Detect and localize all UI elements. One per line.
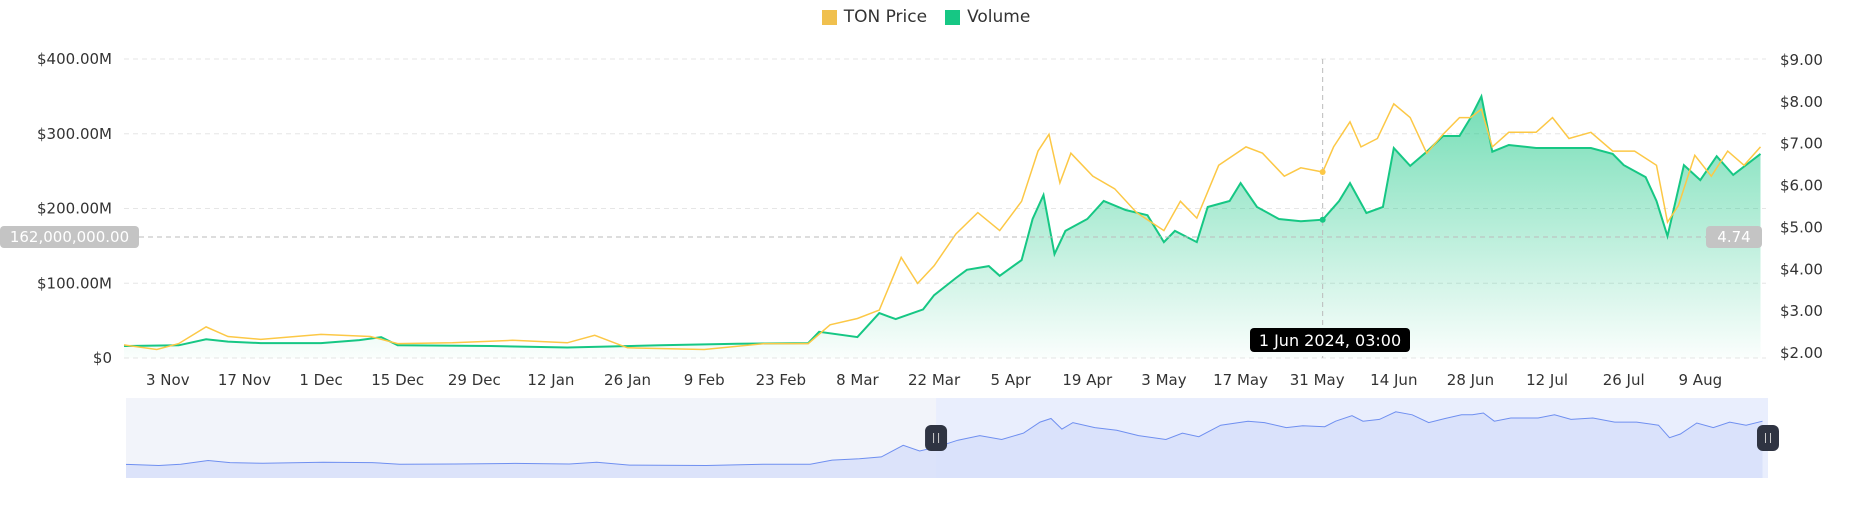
left-axis-tick-label: $200.00M xyxy=(37,200,112,218)
legend: TON Price Volume xyxy=(0,7,1852,27)
x-axis-tick-label: 1 Dec xyxy=(299,371,342,389)
left-axis-tick-label: $400.00M xyxy=(37,50,112,68)
x-axis-tick-label: 3 Nov xyxy=(146,371,190,389)
crosshair-date-label: 1 Jun 2024, 03:00 xyxy=(1250,328,1410,352)
volume-area xyxy=(124,96,1761,359)
x-axis-tick-label: 12 Jan xyxy=(527,371,574,389)
x-axis-tick-label: 22 Mar xyxy=(908,371,961,389)
crosshair-volume-label: 162,000,000.00 xyxy=(0,226,139,248)
x-axis-tick-label: 14 Jun xyxy=(1370,371,1417,389)
x-axis-tick-label: 3 May xyxy=(1141,371,1186,389)
x-axis-tick-label: 17 May xyxy=(1213,371,1268,389)
left-axis: $0 $100.00M $200.00M $300.00M $400.00M xyxy=(37,50,112,367)
legend-item-volume[interactable]: Volume xyxy=(945,7,1030,27)
series-layer xyxy=(123,93,1762,359)
left-axis-tick-label: $0 xyxy=(93,349,112,367)
x-axis-tick-label: 28 Jun xyxy=(1447,371,1494,389)
right-axis-tick-label: $4.00 xyxy=(1780,260,1823,278)
x-axis-tick-label: 19 Apr xyxy=(1062,371,1113,389)
volume-hover-point xyxy=(1319,216,1326,223)
right-axis-tick-label: $6.00 xyxy=(1780,177,1823,195)
right-axis: $2.00 $3.00 $4.00 $5.00 $6.00 $7.00 $8.00 $9.00 xyxy=(1780,51,1823,362)
right-axis-tick-label: $2.00 xyxy=(1780,344,1823,362)
left-axis-tick-label: $100.00M xyxy=(37,274,112,292)
navigator[interactable] xyxy=(125,398,1779,478)
right-axis-tick-label: $5.00 xyxy=(1780,218,1823,236)
ton-price-swatch-icon xyxy=(821,9,837,25)
ton-price-line xyxy=(123,102,1762,351)
navigator-left-handle[interactable] xyxy=(925,425,948,451)
x-axis-tick-label: 26 Jan xyxy=(604,371,651,389)
right-axis-tick-label: $3.00 xyxy=(1780,302,1823,320)
x-axis-tick-label: 31 May xyxy=(1290,371,1345,389)
right-axis-tick-label: $7.00 xyxy=(1780,135,1823,153)
legend-label: TON Price xyxy=(843,7,928,27)
volume-swatch-icon xyxy=(945,9,961,25)
crosshair xyxy=(139,59,1706,358)
x-axis-tick-label: 23 Feb xyxy=(756,371,806,389)
x-axis-tick-label: 9 Aug xyxy=(1679,371,1723,389)
price-hover-point xyxy=(1319,169,1326,176)
x-axis-tick-label: 29 Dec xyxy=(448,371,501,389)
x-axis-tick-label: 12 Jul xyxy=(1526,371,1568,389)
legend-label: Volume xyxy=(967,7,1031,27)
navigator-line xyxy=(125,411,1763,467)
x-axis-tick-label: 5 Apr xyxy=(991,371,1032,389)
x-axis-tick-label: 26 Jul xyxy=(1603,371,1645,389)
legend-item-ton-price[interactable]: TON Price xyxy=(821,7,928,27)
x-axis: 3 Nov 17 Nov 1 Dec 15 Dec 29 Dec 12 Jan 26 Jan… xyxy=(146,371,1722,389)
right-axis-tick-label: $8.00 xyxy=(1780,93,1823,111)
x-axis-tick-label: 9 Feb xyxy=(684,371,725,389)
right-axis-tick-label: $9.00 xyxy=(1780,51,1823,69)
navigator-right-handle[interactable] xyxy=(1757,425,1779,451)
crosshair-price-label: 4.74 xyxy=(1706,226,1762,248)
x-axis-tick-label: 8 Mar xyxy=(836,371,879,389)
left-axis-tick-label: $300.00M xyxy=(37,125,112,143)
x-axis-tick-label: 15 Dec xyxy=(371,371,424,389)
x-axis-tick-label: 17 Nov xyxy=(218,371,271,389)
volume-line xyxy=(123,93,1762,349)
